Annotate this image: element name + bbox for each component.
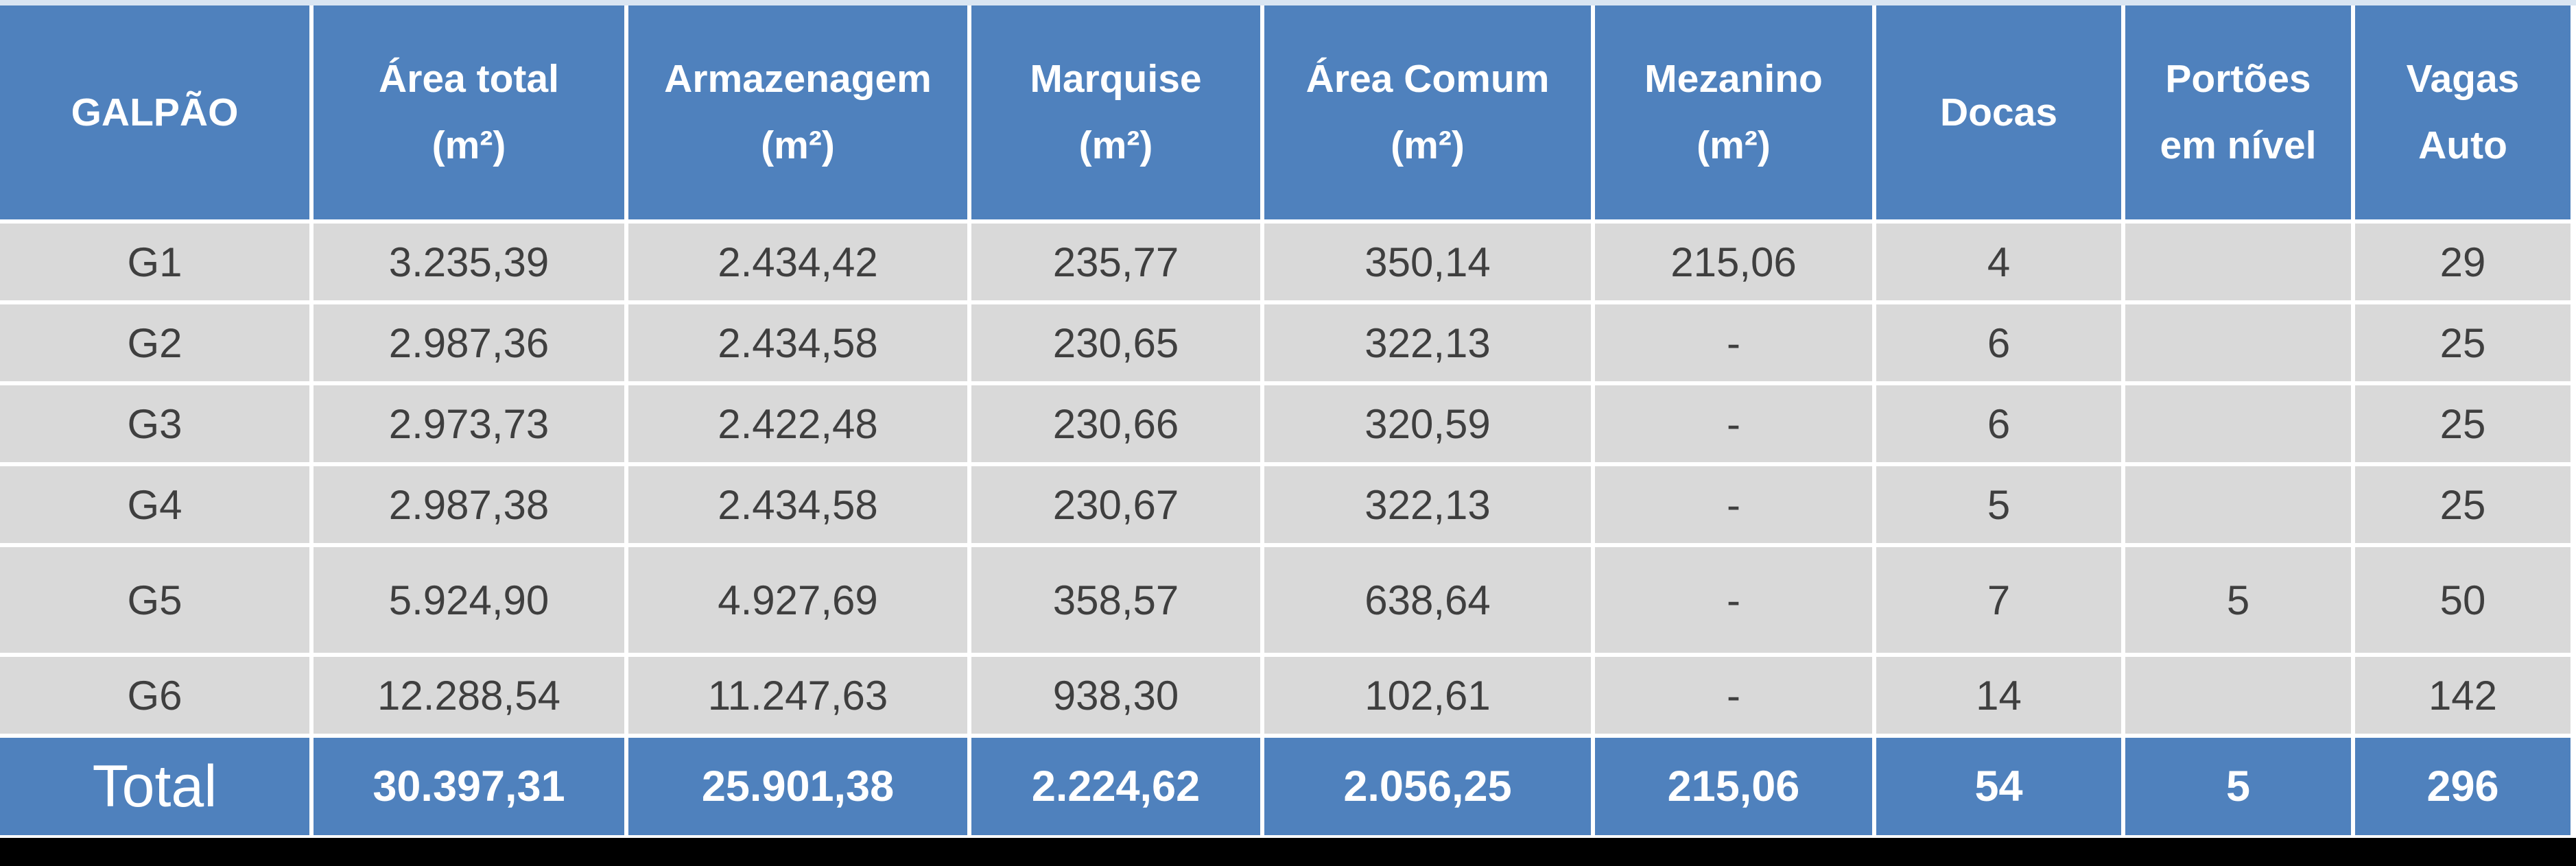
total-cell-c6: 54 [1876,738,2121,835]
table-cell-g5-c8: 50 [2355,547,2571,653]
table-cell-g5-c2: 4.927,69 [628,547,967,653]
table-cell-g4-c1: 2.987,38 [314,466,624,543]
table-cell-g1-c7 [2125,224,2351,300]
table-cell-g1-c1: 3.235,39 [314,224,624,300]
table-cell-g2-c6: 6 [1876,304,2121,381]
total-cell-c5: 215,06 [1595,738,1872,835]
header-label: Portões [2165,57,2311,101]
header-label: Área total [379,57,559,101]
row-label-g1: G1 [0,224,309,300]
table-cell-g6-c2: 11.247,63 [628,657,967,734]
total-cell-c3: 2.224,62 [971,738,1260,835]
header-cell-portoes: Portões em nível [2125,5,2351,219]
header-cell-marquise: Marquise (m²) [971,5,1260,219]
table-cell-g5-c4: 638,64 [1264,547,1591,653]
header-sublabel: (m²) [761,123,835,167]
header-sublabel: (m²) [1078,123,1153,167]
header-label: Armazenagem [664,57,932,101]
table-cell-g4-c6: 5 [1876,466,2121,543]
table-cell-g1-c8: 29 [2355,224,2571,300]
header-sublabel: (m²) [1697,123,1771,167]
total-cell-c1: 30.397,31 [314,738,624,835]
table-cell-g5-c6: 7 [1876,547,2121,653]
row-label-g3: G3 [0,385,309,462]
header-sublabel: em nível [2160,123,2317,167]
table-cell-g6-c4: 102,61 [1264,657,1591,734]
table-cell-g3-c5: - [1595,385,1872,462]
header-sublabel: (m²) [1391,123,1465,167]
table-cell-g4-c3: 230,67 [971,466,1260,543]
bottom-black-bar [0,838,2576,866]
header-cell-area-total: Área total (m²) [314,5,624,219]
total-cell-c4: 2.056,25 [1264,738,1591,835]
table-cell-g1-c2: 2.434,42 [628,224,967,300]
total-cell-c8: 296 [2355,738,2571,835]
row-label-g4: G4 [0,466,309,543]
table-cell-g1-c4: 350,14 [1264,224,1591,300]
table-cell-g3-c8: 25 [2355,385,2571,462]
table-cell-g4-c4: 322,13 [1264,466,1591,543]
table-cell-g1-c5: 215,06 [1595,224,1872,300]
table-cell-g5-c3: 358,57 [971,547,1260,653]
table-grid: GALPÃO Área total (m²) Armazenagem (m²) Marqu… [0,5,2576,835]
total-row-label: Total [0,738,309,835]
table-cell-g3-c1: 2.973,73 [314,385,624,462]
table-cell-g1-c6: 4 [1876,224,2121,300]
table-cell-g2-c4: 322,13 [1264,304,1591,381]
table-cell-g3-c4: 320,59 [1264,385,1591,462]
table-cell-g2-c3: 230,65 [971,304,1260,381]
header-label: Marquise [1030,57,1202,101]
top-accent-strip [0,0,2576,5]
table-cell-g6-c6: 14 [1876,657,2121,734]
table-cell-g5-c7: 5 [2125,547,2351,653]
header-label: Docas [1939,90,2058,134]
header-cell-docas: Docas [1876,5,2121,219]
header-sublabel: (m²) [432,123,506,167]
total-cell-c7: 5 [2125,738,2351,835]
table-cell-g2-c5: - [1595,304,1872,381]
table-cell-g2-c8: 25 [2355,304,2571,381]
table-cell-g6-c8: 142 [2355,657,2571,734]
table-cell-g6-c7 [2125,657,2351,734]
table-cell-g2-c1: 2.987,36 [314,304,624,381]
table-cell-g5-c1: 5.924,90 [314,547,624,653]
table-cell-g2-c7 [2125,304,2351,381]
table-cell-g5-c5: - [1595,547,1872,653]
total-cell-c2: 25.901,38 [628,738,967,835]
table-cell-g6-c5: - [1595,657,1872,734]
row-label-g2: G2 [0,304,309,381]
header-label: Área Comum [1305,57,1550,101]
table-cell-g3-c7 [2125,385,2351,462]
header-cell-galpao: GALPÃO [0,5,309,219]
table-cell-g4-c8: 25 [2355,466,2571,543]
header-label: Mezanino [1644,57,1823,101]
table-bottom-separator [0,835,2576,838]
table-cell-g3-c6: 6 [1876,385,2121,462]
header-cell-mezanino: Mezanino (m²) [1595,5,1872,219]
table-cell-g6-c1: 12.288,54 [314,657,624,734]
header-label: Vagas [2406,57,2520,101]
table-cell-g4-c7 [2125,466,2351,543]
header-cell-area-comum: Área Comum (m²) [1264,5,1591,219]
table-cell-g4-c2: 2.434,58 [628,466,967,543]
table-cell-g3-c2: 2.422,48 [628,385,967,462]
table-cell-g6-c3: 938,30 [971,657,1260,734]
table-cell-g3-c3: 230,66 [971,385,1260,462]
table-cell-g4-c5: - [1595,466,1872,543]
row-label-g6: G6 [0,657,309,734]
table-cell-g2-c2: 2.434,58 [628,304,967,381]
row-label-g5: G5 [0,547,309,653]
header-cell-armazenagem: Armazenagem (m²) [628,5,967,219]
table-cell-g1-c3: 235,77 [971,224,1260,300]
header-label: GALPÃO [71,90,239,134]
header-sublabel: Auto [2418,123,2507,167]
header-cell-vagas: Vagas Auto [2355,5,2571,219]
